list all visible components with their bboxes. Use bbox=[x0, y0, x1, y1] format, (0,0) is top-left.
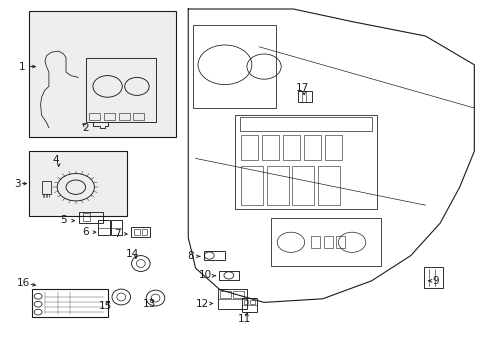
Bar bbox=[310, 236, 319, 248]
Text: 1: 1 bbox=[19, 62, 25, 72]
Text: 15: 15 bbox=[98, 301, 112, 311]
Bar bbox=[98, 220, 109, 235]
Text: 3: 3 bbox=[14, 179, 20, 189]
Text: 16: 16 bbox=[17, 278, 30, 288]
Bar bbox=[240, 166, 262, 205]
Bar bbox=[243, 300, 248, 304]
Bar bbox=[134, 229, 140, 235]
Text: 11: 11 bbox=[237, 314, 251, 324]
Bar bbox=[79, 212, 102, 223]
Bar bbox=[266, 166, 288, 205]
Text: 2: 2 bbox=[82, 123, 89, 133]
Bar bbox=[85, 58, 156, 122]
Bar bbox=[323, 236, 332, 248]
Bar bbox=[32, 289, 107, 317]
Text: 13: 13 bbox=[142, 299, 156, 309]
Bar bbox=[82, 213, 90, 221]
Bar bbox=[424, 267, 442, 288]
Bar bbox=[318, 166, 340, 205]
Bar bbox=[89, 113, 100, 120]
Bar bbox=[234, 115, 376, 209]
Bar bbox=[240, 135, 257, 160]
Bar bbox=[131, 227, 149, 237]
Bar bbox=[193, 25, 276, 108]
Bar bbox=[261, 135, 278, 160]
Text: 9: 9 bbox=[431, 276, 438, 286]
Bar bbox=[217, 289, 246, 309]
Bar bbox=[142, 229, 146, 235]
Bar bbox=[110, 220, 122, 235]
Bar bbox=[250, 300, 255, 304]
Bar bbox=[104, 113, 115, 120]
Bar bbox=[220, 291, 230, 298]
Bar bbox=[133, 113, 144, 120]
Bar bbox=[298, 91, 311, 102]
Text: 5: 5 bbox=[60, 215, 67, 225]
Text: 4: 4 bbox=[53, 155, 60, 165]
Text: 17: 17 bbox=[295, 83, 308, 93]
Bar bbox=[282, 135, 299, 160]
Bar bbox=[219, 271, 238, 280]
Bar bbox=[41, 181, 51, 194]
Text: 7: 7 bbox=[114, 229, 121, 239]
Bar bbox=[119, 113, 129, 120]
Bar bbox=[303, 135, 320, 160]
Bar bbox=[239, 117, 371, 131]
Bar bbox=[324, 135, 341, 160]
Bar bbox=[292, 166, 314, 205]
Text: 8: 8 bbox=[187, 251, 194, 261]
Text: 10: 10 bbox=[199, 270, 211, 280]
Text: 6: 6 bbox=[82, 227, 89, 237]
Text: 14: 14 bbox=[125, 249, 139, 259]
Bar bbox=[271, 218, 381, 266]
Bar bbox=[29, 151, 127, 216]
Bar bbox=[336, 236, 345, 248]
Bar bbox=[241, 298, 257, 312]
Bar bbox=[29, 11, 176, 137]
Bar bbox=[204, 251, 224, 260]
Text: 12: 12 bbox=[196, 299, 209, 309]
Bar bbox=[233, 291, 244, 298]
